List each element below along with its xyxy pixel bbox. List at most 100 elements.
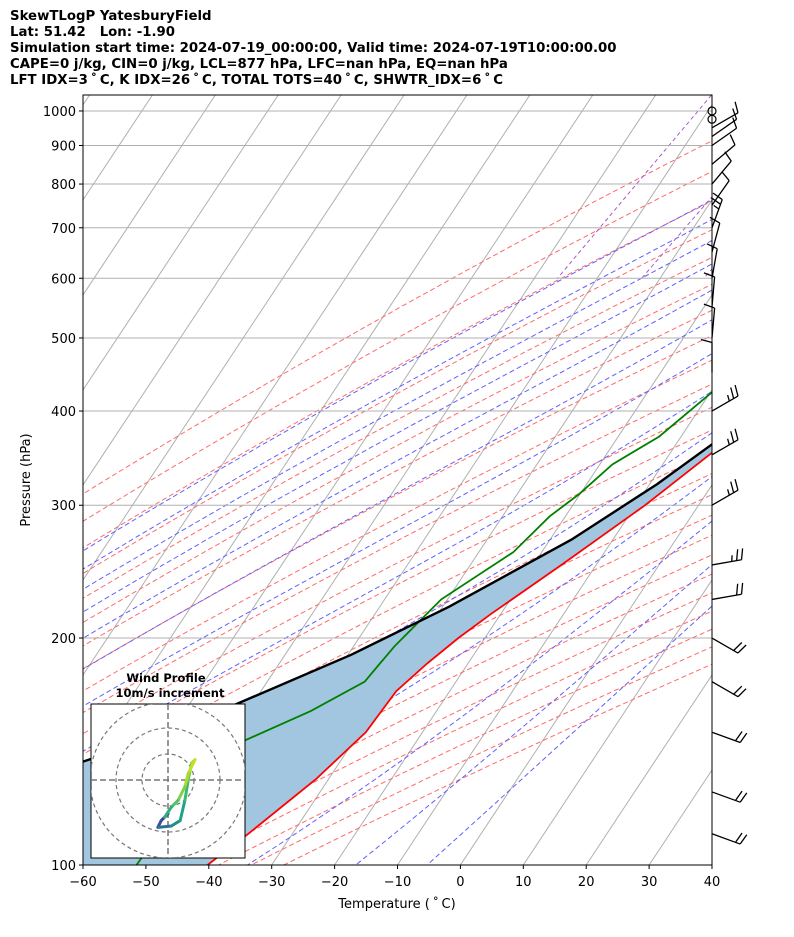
barb-flag — [739, 834, 748, 845]
wind-barb — [700, 338, 713, 373]
hodograph-trace — [176, 785, 187, 802]
wind-barb — [709, 216, 721, 253]
barb-half-flag — [713, 204, 720, 210]
barb-flag — [734, 832, 743, 843]
dry-adiabat-line — [83, 451, 712, 775]
barb-flag — [739, 792, 748, 803]
dry-adiabat-line — [83, 429, 712, 755]
dry-adiabats — [83, 140, 712, 865]
hodograph-trace — [169, 798, 180, 809]
barb-flag — [739, 732, 748, 743]
isotherm-line — [83, 95, 342, 486]
wind-barb — [711, 681, 747, 698]
barb-flag — [734, 731, 743, 742]
barb-flag — [734, 428, 739, 440]
profile-lines — [83, 391, 712, 865]
wind-barb — [711, 117, 738, 147]
hodograph-trace — [169, 819, 182, 828]
isotherm-line — [334, 294, 712, 865]
barb-flag — [737, 644, 747, 654]
dry-adiabat-line — [283, 663, 712, 865]
moist-adiabat-line — [83, 319, 712, 670]
mixing-ratio-lines — [557, 95, 712, 279]
hodograph-plot — [91, 704, 245, 858]
wind-barb — [711, 384, 739, 412]
hodograph-trace — [156, 824, 173, 829]
y-tick-label: 200 — [51, 632, 76, 647]
y-tick-label: 600 — [51, 272, 76, 287]
mixing-ratio-line — [557, 95, 712, 279]
isotherm-line — [83, 95, 405, 581]
barb-flag — [703, 303, 715, 309]
x-tick-label: −10 — [384, 875, 411, 890]
barb-flag — [734, 790, 743, 801]
y-tick-label: 1000 — [43, 105, 76, 120]
hodograph-trace — [183, 771, 190, 789]
barb-staff — [711, 180, 730, 206]
y-tick-label: 300 — [51, 499, 76, 514]
moist-adiabat-line — [83, 289, 712, 639]
wind-barb — [710, 192, 723, 228]
barb-half-flag — [726, 438, 730, 445]
wind-barb — [711, 832, 748, 845]
wind-barb — [703, 303, 716, 339]
moist-adiabat-line — [83, 218, 712, 570]
wind-barb — [711, 731, 748, 744]
wind-barb — [711, 134, 736, 165]
isotherm-line — [83, 95, 90, 106]
dry-adiabat-line — [83, 256, 712, 599]
barb-flag — [735, 549, 739, 561]
isotherm-line — [522, 579, 712, 865]
barb-staff — [711, 199, 723, 228]
temperature-line — [206, 451, 712, 865]
barb-staff — [711, 144, 736, 165]
dry-adiabat-line — [83, 140, 712, 495]
wind-barb — [711, 582, 744, 601]
x-axis-label: Temperature ( ˚ C) — [337, 896, 455, 912]
dry-adiabat-line — [83, 229, 712, 575]
moist-adiabat-line — [83, 263, 712, 613]
barb-half-flag — [726, 394, 730, 402]
barb-flag — [734, 479, 739, 491]
barb-flag — [712, 192, 723, 201]
wind-barb — [711, 637, 747, 654]
barb-flag — [734, 384, 739, 397]
moist-adiabat-line — [355, 563, 712, 865]
barb-flag — [710, 197, 721, 205]
barb-flag — [730, 431, 735, 443]
barb-flag — [729, 134, 736, 146]
y-tick-label: 800 — [51, 178, 76, 193]
y-tick-label: 700 — [51, 222, 76, 237]
time-line: Simulation start time: 2024-07-19_00:00:… — [10, 41, 617, 56]
barb-flag — [737, 688, 747, 698]
dry-adiabat-line — [83, 494, 712, 814]
isotherm-line — [459, 484, 712, 865]
barb-flag — [730, 481, 735, 493]
wind-barb — [711, 428, 739, 456]
wind-barb — [711, 101, 739, 129]
barb-flag — [740, 582, 744, 595]
barb-flag — [721, 171, 730, 182]
wind-barb — [711, 151, 732, 185]
barb-flag — [733, 685, 743, 695]
barb-half-flag — [726, 489, 730, 496]
dewpoint-line — [135, 391, 712, 865]
barb-flag — [733, 642, 743, 651]
barb-staff — [711, 160, 732, 185]
barb-staff — [711, 112, 739, 129]
barb-flag — [734, 101, 739, 113]
hodograph-trace — [183, 778, 190, 802]
wind-barb — [711, 479, 739, 506]
dry-adiabat-line — [83, 170, 712, 522]
x-tick-label: −60 — [69, 875, 96, 890]
barb-flag — [740, 548, 744, 560]
x-tick-label: −40 — [195, 875, 222, 890]
dry-adiabat-line — [83, 534, 712, 851]
wind-barb — [711, 790, 748, 803]
x-tick-label: −30 — [258, 875, 285, 890]
x-tick-label: 0 — [456, 875, 464, 890]
y-tick-label: 100 — [51, 859, 76, 874]
dry-adiabat-line — [83, 309, 712, 647]
hodograph-title: Wind Profile — [126, 671, 206, 685]
